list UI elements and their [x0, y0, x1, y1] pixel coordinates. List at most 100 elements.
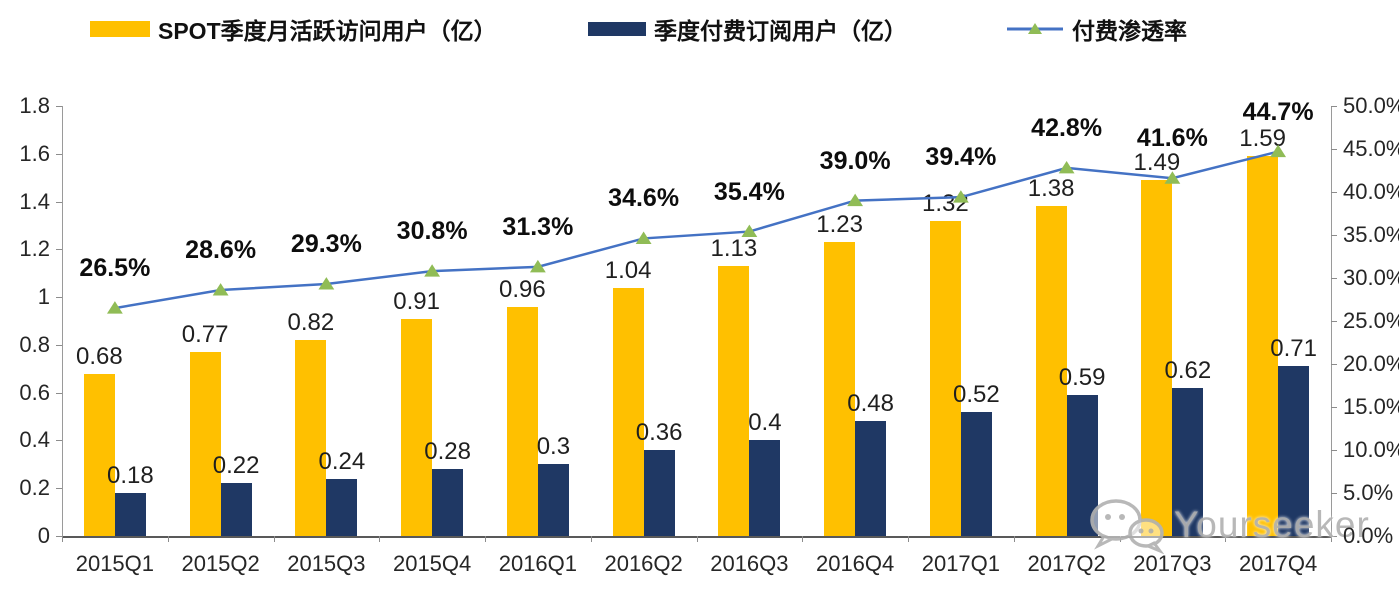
subs-value-label: 0.3 [536, 433, 571, 461]
x-axis-tick [802, 536, 804, 542]
y-right-tick [1331, 106, 1337, 107]
subs-value-label: 0.24 [318, 447, 366, 475]
x-tick-label: 2017Q4 [1238, 551, 1318, 576]
subs-value-label: 0.48 [847, 390, 894, 418]
y-right-tick [1331, 536, 1337, 537]
mau-value-label: 1.23 [816, 211, 863, 239]
y-left-tick-label: 0.2 [19, 475, 50, 501]
mau-value-label: 0.96 [499, 275, 546, 303]
y-right-tick [1331, 192, 1337, 193]
penetration-marker [635, 231, 652, 244]
y-right-tick-label: 10.0% [1343, 437, 1399, 462]
x-axis-tick [167, 536, 169, 542]
mau-value-label: 0.77 [181, 321, 229, 349]
y-left-tick-label: 0.8 [19, 331, 50, 357]
y-right-tick-label: 45.0% [1343, 136, 1399, 161]
x-tick-label: 2017Q3 [1133, 551, 1212, 576]
y-left-tick [56, 297, 62, 299]
y-right-tick-label: 35.0% [1343, 222, 1399, 247]
penetration-point-label: 44.7% [1242, 97, 1314, 126]
left-axis-line [62, 106, 63, 536]
y-right-tick [1331, 364, 1337, 365]
y-left-tick-label: 1.8 [19, 93, 50, 118]
x-tick-label: 2016Q2 [604, 551, 683, 576]
y-right-tick-label: 20.0% [1343, 351, 1399, 376]
y-left-tick [56, 344, 62, 346]
subs-bar [326, 478, 358, 536]
subs-bar [114, 493, 146, 536]
mau-value-label: 0.68 [76, 342, 123, 370]
y-right-tick-label: 40.0% [1343, 179, 1399, 204]
x-tick-label: 2017Q1 [921, 551, 1001, 576]
wechat-icon [1090, 499, 1165, 554]
subs-value-label: 0.59 [1058, 364, 1106, 392]
mau-value-label: 1.49 [1133, 149, 1181, 177]
x-axis-tick [1331, 536, 1332, 542]
y-right-tick [1331, 407, 1337, 408]
subs-value-label: 0.18 [107, 462, 154, 489]
y-left-tick-label: 0 [37, 523, 50, 548]
penetration-marker [424, 264, 441, 277]
penetration-point-label: 41.6% [1136, 124, 1208, 153]
y-right-tick [1331, 235, 1337, 236]
penetration-marker [529, 259, 546, 273]
mau-bar [929, 220, 961, 536]
x-axis-tick [908, 536, 909, 542]
mau-value-label: 0.82 [287, 309, 335, 337]
mau-bar [189, 352, 221, 536]
y-left-tick-label: 1 [37, 284, 50, 310]
penetration-marker [212, 283, 229, 296]
legend-subs-label: 季度付费订阅用户（亿） [654, 18, 907, 44]
mau-bar [506, 306, 538, 536]
penetration-point-label: 31.3% [502, 212, 574, 241]
y-left-tick [56, 201, 62, 203]
mau-value-label: 1.38 [1027, 175, 1075, 203]
y-left-tick-label: 1.6 [19, 140, 50, 166]
x-tick-label: 2015Q1 [75, 551, 155, 576]
subs-bar [855, 421, 887, 536]
legend-item-subs: 季度付费订阅用户（亿） [588, 13, 907, 45]
mau-value-label: 0.91 [393, 287, 440, 315]
penetration-marker [318, 277, 335, 290]
y-left-tick-label: 0.6 [19, 379, 50, 405]
x-axis-tick [485, 536, 486, 542]
mau-bar [295, 340, 327, 536]
y-right-tick-label: 30.0% [1343, 265, 1399, 290]
subs-value-label: 0.36 [635, 419, 683, 446]
penetration-point-label: 39.4% [925, 143, 997, 172]
subs-value-label: 0.62 [1164, 356, 1212, 384]
x-tick-label: 2015Q2 [181, 551, 260, 576]
mau-bar [401, 318, 433, 536]
subs-bar [960, 411, 992, 536]
legend-item-penetration: 付费渗透率 [1006, 13, 1187, 45]
mau-value-label: 1.13 [710, 235, 758, 263]
mau-bar [718, 266, 750, 536]
x-axis-tick [1013, 536, 1015, 542]
y-right-tick [1331, 321, 1337, 322]
y-left-tick [56, 536, 62, 537]
x-tick-label: 2016Q3 [710, 551, 789, 576]
x-tick-label: 2016Q1 [498, 551, 578, 576]
y-left-tick [56, 153, 62, 155]
subs-value-label: 0.28 [424, 438, 471, 466]
y-right-tick [1331, 149, 1337, 150]
mau-bar [824, 242, 856, 536]
y-left-tick [56, 106, 62, 107]
y-right-tick-label: 25.0% [1343, 308, 1399, 333]
x-axis-tick [696, 536, 698, 542]
x-axis-tick [62, 536, 63, 542]
watermark-text: Yourseeker [1174, 504, 1370, 545]
penetration-legend-swatch [1007, 23, 1063, 34]
penetration-marker [1058, 160, 1075, 174]
legend-mau-label: SPOT季度月活跃访问用户（亿） [158, 18, 497, 44]
x-tick-label: 2016Q4 [815, 551, 895, 576]
subs-value-label: 0.4 [748, 409, 782, 437]
y-left-tick [56, 440, 62, 442]
subs-bar [1172, 387, 1204, 536]
mau-value-label: 1.04 [604, 256, 652, 284]
subs-value-label: 0.52 [953, 380, 1000, 408]
mau-legend-swatch [90, 21, 150, 37]
legend-item-mau: SPOT季度月活跃访问用户（亿） [90, 13, 497, 45]
y-left-tick [56, 249, 62, 251]
